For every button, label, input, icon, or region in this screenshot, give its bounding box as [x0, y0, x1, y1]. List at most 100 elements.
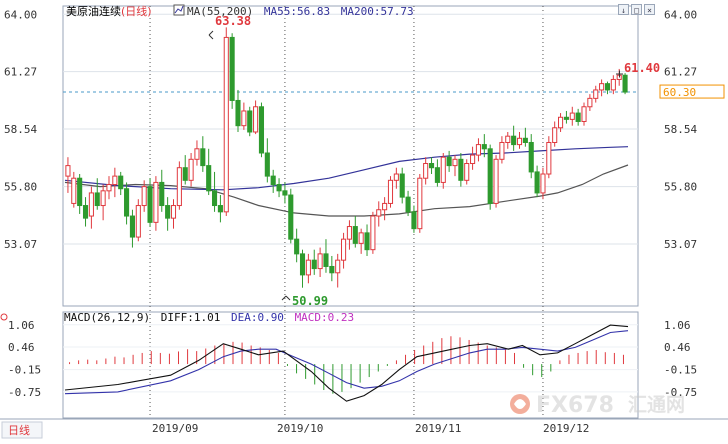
candle-body [599, 83, 605, 91]
candle-body [428, 163, 435, 169]
candle-body [299, 253, 306, 276]
candle-body [604, 83, 611, 91]
close-button[interactable]: × [644, 4, 655, 15]
price-axis-left: 64.00 61.27 58.54 55.80 53.07 [4, 8, 37, 251]
macd-tick-left: -0.75 [8, 386, 41, 399]
candle-body [376, 209, 382, 217]
candle-body [223, 36, 229, 213]
candle-body [393, 173, 399, 181]
macd-legend: MACD(26,12,9) DIFF:1.01 DEA:0.90 MACD:0.… [64, 311, 354, 324]
macd-axis-left: 1.06 0.46 -0.15 -0.75 [8, 319, 41, 399]
ma-header: MA(55,200) MA55:56.83 MA200:57.73 [187, 5, 414, 18]
diff-line [64, 324, 629, 402]
last-price-value: 60.30 [663, 86, 696, 99]
ma55-line [64, 146, 629, 191]
macd-tick-right: -0.75 [664, 386, 697, 399]
candle-body [464, 163, 470, 181]
time-tick: 2019/12 [543, 422, 589, 435]
candle-body [94, 192, 100, 207]
low-marker: 50.99 [281, 294, 328, 308]
candle-body [423, 163, 429, 179]
candle-body [341, 238, 347, 261]
price-tick-left: 53.07 [4, 238, 37, 251]
period-tab[interactable] [1, 421, 43, 439]
candle-body [153, 181, 159, 223]
candle-body [264, 152, 270, 177]
candle-body [124, 188, 130, 217]
time-tick: 2019/09 [152, 422, 198, 435]
watermark-cn: 汇通网 [628, 394, 685, 416]
symbol-title: 美原油连续(日线) [66, 4, 152, 18]
candle-body [470, 154, 476, 165]
candle-body [511, 135, 517, 146]
candle-body [235, 99, 241, 127]
candle-body [558, 116, 564, 129]
candle-body [170, 205, 177, 219]
candle-body [317, 253, 323, 270]
candle-body [71, 177, 77, 204]
time-tick: 2019/11 [415, 422, 461, 435]
macd-tick-left: 0.46 [8, 341, 35, 354]
high-label: 63.38 [215, 14, 251, 28]
candle-body [346, 226, 352, 240]
watermark-swirl-icon [514, 399, 526, 409]
candle-body [305, 259, 311, 276]
price-tick-right: 58.54 [664, 123, 697, 136]
candle-body [77, 177, 83, 207]
candle-body [65, 165, 71, 177]
candle-body [446, 156, 452, 167]
candle-body [352, 226, 358, 244]
time-axis: 2019/09 2019/10 2019/11 2019/12 [152, 422, 589, 435]
candle-body [540, 173, 546, 194]
candle-body [176, 167, 182, 207]
main-panel-frame [62, 5, 639, 307]
candle-body [129, 215, 135, 238]
price-tick-left: 64.00 [4, 8, 37, 21]
candle-body [182, 167, 188, 181]
crosshair-icon [616, 70, 623, 78]
candle-body [229, 36, 235, 101]
candle-body [188, 158, 194, 181]
time-tick: 2019/10 [277, 422, 323, 435]
macd-tick-right: -0.15 [664, 364, 697, 377]
candle-body [575, 112, 581, 122]
price-gridlines [63, 13, 638, 393]
price-tick-right: 55.80 [664, 181, 697, 194]
candle-body [211, 190, 218, 207]
panel-handle-icon[interactable] [0, 313, 8, 321]
candle-body [610, 78, 616, 91]
recent-high-marker: 61.40 [616, 61, 660, 78]
candle-body [206, 165, 212, 192]
candle-body [323, 253, 329, 267]
scroll-down-button[interactable]: ↓ [618, 4, 629, 15]
candle-body [241, 110, 247, 127]
candle-body [253, 106, 259, 133]
candle-body [622, 74, 628, 93]
candle-body [106, 184, 112, 192]
dea-line [64, 330, 629, 395]
candle-body [487, 148, 493, 204]
candle-body [329, 265, 335, 274]
maximize-button[interactable]: □ [631, 4, 642, 15]
price-tick-left: 61.27 [4, 66, 37, 79]
high-marker: 63.38 [208, 14, 251, 40]
candle-body [499, 141, 505, 160]
candle-body [528, 141, 534, 173]
candle-body [458, 158, 464, 181]
period-tab-label: 日线 [8, 423, 30, 437]
candle-body [593, 89, 599, 99]
candle-body [200, 148, 206, 167]
candle-body [118, 175, 124, 190]
candle-body [294, 238, 300, 255]
candle-body [563, 116, 569, 120]
watermark: FX678 汇通网 [510, 393, 685, 418]
candle-body [194, 148, 200, 160]
candle-body [505, 135, 511, 143]
recent-high-label: 61.40 [624, 61, 660, 75]
candle-body [516, 137, 523, 146]
macd-panel-frame [62, 311, 639, 419]
macd-tick-left: 1.06 [8, 319, 35, 332]
candle-body [288, 194, 294, 240]
